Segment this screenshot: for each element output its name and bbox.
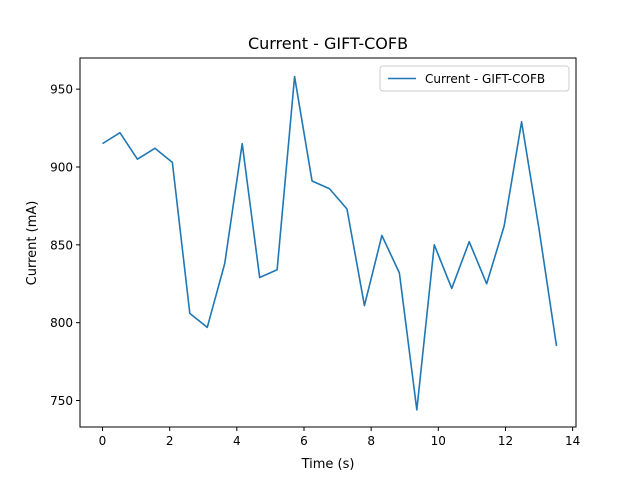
x-tick-label: 12: [498, 434, 513, 448]
x-tick-label: 0: [99, 434, 107, 448]
y-axis-label: Current (mA): [25, 201, 40, 286]
axes-frame: [79, 57, 577, 428]
x-tick-label: 4: [233, 434, 241, 448]
axis-ticks: 0 2 4 6 8 10 12 14 750 800 850 900 950: [50, 83, 580, 448]
chart-title: Current - GIFT-COFB: [248, 34, 408, 53]
x-tick-label: 10: [431, 434, 446, 448]
legend-box: [379, 65, 570, 92]
y-tick-label: 900: [50, 160, 73, 174]
x-tick-label: 2: [166, 434, 174, 448]
series-line: [102, 75, 558, 411]
y-tick-label: 750: [50, 394, 73, 408]
x-tick-label: 6: [300, 434, 308, 448]
y-tick-label: 800: [50, 316, 73, 330]
x-tick-label: 14: [565, 434, 580, 448]
x-axis-label: Time (s): [301, 457, 355, 472]
y-tick-label: 850: [50, 238, 73, 252]
legend-label: Current - GIFT-COFB: [425, 72, 545, 86]
legend: Current - GIFT-COFB: [379, 65, 570, 92]
plot-series: [102, 75, 558, 411]
y-tick-label: 950: [50, 83, 73, 97]
x-tick-label: 8: [367, 434, 375, 448]
